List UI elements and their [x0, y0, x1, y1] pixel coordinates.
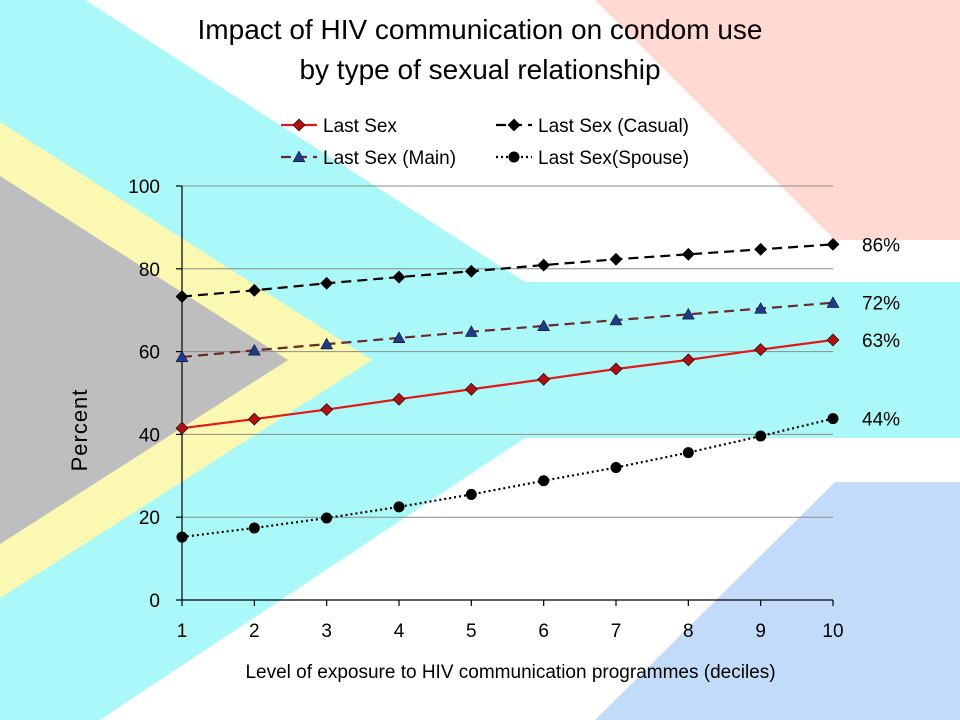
data-point	[392, 392, 406, 406]
data-point	[754, 242, 768, 256]
x-tick-label: 7	[611, 621, 622, 642]
legend-item: Last Sex(Spouse)	[496, 148, 689, 169]
end-value-label: 63%	[862, 331, 900, 352]
data-point	[755, 430, 767, 442]
end-value-label: 44%	[862, 410, 900, 431]
data-point	[393, 501, 405, 513]
y-tick-label: 20	[139, 508, 160, 529]
data-point	[465, 488, 477, 500]
series-0	[175, 333, 840, 435]
data-point	[392, 331, 406, 343]
data-point	[682, 447, 694, 459]
data-point	[537, 372, 551, 386]
data-point	[754, 302, 768, 314]
data-point	[609, 252, 623, 266]
end-value-label: 72%	[862, 294, 900, 315]
legend-marker	[507, 118, 521, 132]
y-tick-label: 0	[149, 591, 160, 612]
series-line	[181, 338, 834, 430]
legend-label: Last Sex (Main)	[323, 148, 456, 169]
legend-marker	[292, 118, 306, 132]
data-point	[321, 512, 333, 524]
data-point	[609, 362, 623, 376]
data-point	[464, 325, 478, 337]
series-line	[181, 301, 834, 359]
x-tick-label: 2	[249, 621, 260, 642]
flag-gray-triangle	[0, 176, 288, 544]
x-tick-label: 3	[321, 621, 332, 642]
y-tick-label: 60	[139, 343, 160, 364]
legend-marker	[292, 150, 306, 163]
y-tick-label: 80	[139, 260, 160, 281]
x-tick-label: 1	[177, 621, 188, 642]
data-point	[392, 270, 406, 284]
chart-title: Impact of HIV communication on condom us…	[197, 14, 763, 45]
series-line	[181, 417, 834, 539]
data-point	[248, 522, 260, 534]
data-point	[320, 276, 334, 290]
x-axis-label: Level of exposure to HIV communication p…	[245, 662, 775, 683]
data-point	[320, 403, 334, 416]
data-point	[681, 307, 695, 320]
data-point	[610, 462, 622, 474]
x-tick-label: 4	[394, 621, 405, 642]
data-point	[609, 313, 623, 326]
legend-item: Last Sex	[281, 116, 397, 137]
data-point	[175, 421, 189, 435]
legend-label: Last Sex	[323, 116, 397, 137]
data-point	[175, 290, 189, 303]
x-tick-label: 9	[755, 621, 766, 642]
x-tick-label: 8	[683, 621, 694, 642]
data-point	[320, 337, 334, 350]
legend-label: Last Sex(Spouse)	[538, 148, 689, 169]
data-point	[247, 412, 261, 426]
series-2	[175, 296, 840, 363]
series-1	[175, 237, 840, 303]
data-point	[176, 531, 188, 543]
legend-item: Last Sex (Casual)	[496, 116, 689, 137]
series-line	[181, 243, 834, 298]
data-point	[175, 350, 189, 363]
chart-subtitle: by type of sexual relationship	[299, 54, 661, 85]
data-point	[464, 382, 478, 396]
data-point	[247, 343, 261, 356]
x-tick-label: 6	[538, 621, 549, 642]
y-axis-label: Percent	[67, 389, 92, 472]
data-point	[826, 237, 840, 251]
data-point	[537, 258, 551, 272]
flag-blue-band	[595, 482, 960, 720]
data-point	[537, 319, 551, 331]
y-tick-label: 40	[139, 425, 160, 446]
data-point	[826, 333, 840, 347]
data-point	[464, 264, 478, 278]
data-point	[681, 247, 695, 261]
legend-marker	[508, 151, 520, 163]
data-point	[826, 296, 840, 308]
y-tick-label: 100	[128, 177, 160, 198]
data-point	[247, 283, 261, 297]
flag-red-band	[0, 0, 960, 240]
legend-item: Last Sex (Main)	[281, 148, 456, 169]
data-point	[754, 343, 768, 356]
x-tick-label: 10	[822, 621, 843, 642]
legend-label: Last Sex (Casual)	[538, 116, 689, 137]
data-point	[681, 353, 695, 367]
series-3	[176, 413, 839, 543]
end-value-label: 86%	[862, 235, 900, 256]
data-point	[827, 413, 839, 425]
data-point	[538, 475, 550, 487]
x-tick-label: 5	[466, 621, 477, 642]
